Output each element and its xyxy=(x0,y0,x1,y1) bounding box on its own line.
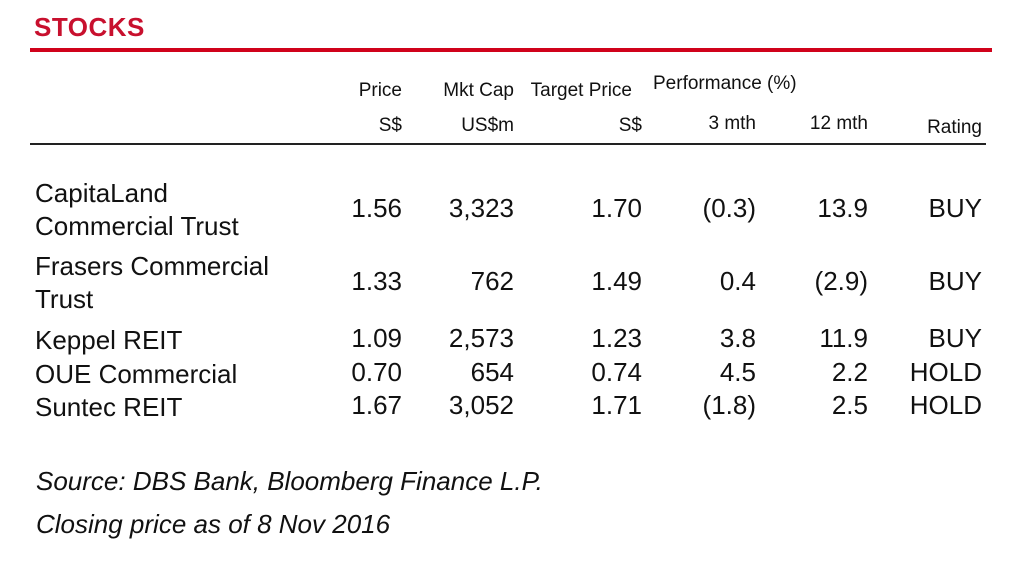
header-rating: Rating xyxy=(927,117,982,138)
header-price-unit: S$ xyxy=(378,115,402,136)
rating-cell: BUY xyxy=(928,323,982,353)
title-divider xyxy=(30,48,992,52)
stock-name-line1: Suntec REIT xyxy=(35,392,183,422)
mktcap-cell: 762 xyxy=(470,266,514,296)
source-note: Source: DBS Bank, Bloomberg Finance L.P. xyxy=(36,466,543,496)
mktcap-cell: 3,052 xyxy=(448,390,514,420)
rating-cell: BUY xyxy=(928,193,982,223)
header-divider xyxy=(30,143,986,145)
header-perf-12m: 12 mth xyxy=(809,113,868,134)
perf-3m-cell: (0.3) xyxy=(702,193,756,223)
perf-3m-cell: 3.8 xyxy=(719,323,756,353)
stock-name-line1: CapitaLand xyxy=(35,178,168,208)
header-perf-3m: 3 mth xyxy=(708,113,756,134)
stock-name-line1: Keppel REIT xyxy=(35,325,183,355)
stock-name-line1: Frasers Commercial xyxy=(35,251,270,281)
header-mktcap: Mkt Cap xyxy=(443,80,514,101)
section-title: STOCKS xyxy=(34,12,145,42)
stock-name-line2: Trust xyxy=(35,284,94,314)
mktcap-cell: 654 xyxy=(470,357,514,387)
perf-3m-cell: 0.4 xyxy=(719,266,756,296)
price-cell: 1.56 xyxy=(351,193,402,223)
perf-3m-cell: 4.5 xyxy=(719,357,756,387)
mktcap-cell: 3,323 xyxy=(448,193,514,223)
perf-12m-cell: 2.5 xyxy=(831,390,868,420)
price-cell: 1.67 xyxy=(351,390,402,420)
target-price-cell: 1.49 xyxy=(591,266,642,296)
price-cell: 1.33 xyxy=(351,266,402,296)
stock-name-line2: Commercial Trust xyxy=(35,211,239,241)
target-price-cell: 1.23 xyxy=(591,323,642,353)
price-cell: 1.09 xyxy=(351,323,402,353)
header-performance: Performance (%) xyxy=(653,73,797,94)
target-price-cell: 0.74 xyxy=(591,357,642,387)
perf-12m-cell: 13.9 xyxy=(817,193,868,223)
perf-3m-cell: (1.8) xyxy=(702,390,756,420)
header-target-price: Target Price xyxy=(530,80,632,101)
stock-name-line1: OUE Commercial xyxy=(35,359,238,389)
price-cell: 0.70 xyxy=(351,357,402,387)
header-mktcap-unit: US$m xyxy=(461,115,514,136)
rating-cell: HOLD xyxy=(909,357,982,387)
header-price: Price xyxy=(358,80,402,101)
rating-cell: HOLD xyxy=(909,390,982,420)
target-price-cell: 1.71 xyxy=(591,390,642,420)
perf-12m-cell: 11.9 xyxy=(819,323,868,353)
mktcap-cell: 2,573 xyxy=(448,323,514,353)
rating-cell: BUY xyxy=(928,266,982,296)
perf-12m-cell: (2.9) xyxy=(814,266,868,296)
perf-12m-cell: 2.2 xyxy=(831,357,868,387)
header-target-unit: S$ xyxy=(618,115,642,136)
target-price-cell: 1.70 xyxy=(591,193,642,223)
closing-price-note: Closing price as of 8 Nov 2016 xyxy=(36,509,391,539)
